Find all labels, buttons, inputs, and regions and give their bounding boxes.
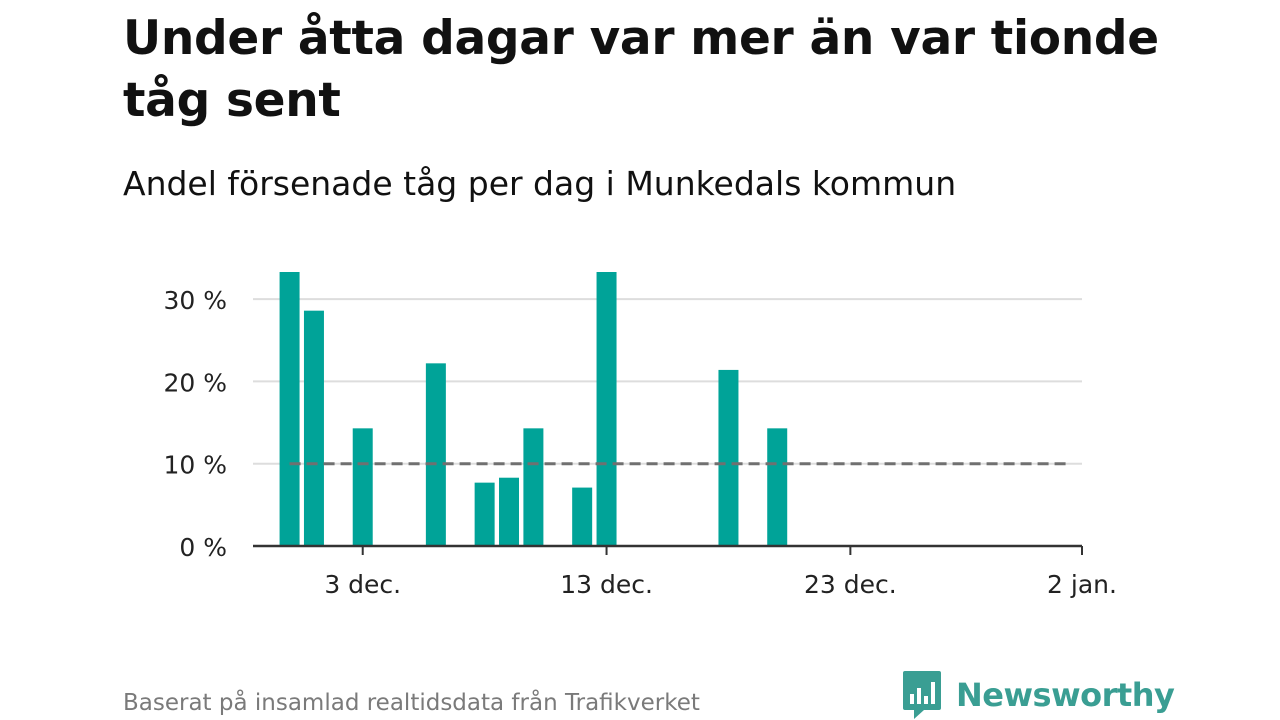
x-tick-label: 13 dec. xyxy=(560,570,653,599)
y-tick-label: 30 % xyxy=(163,286,227,315)
x-tick-label: 23 dec. xyxy=(804,570,897,599)
bar xyxy=(474,482,495,546)
x-tick-label: 2 jan. xyxy=(1047,570,1117,599)
bar xyxy=(767,428,788,546)
bar xyxy=(425,363,446,546)
bar xyxy=(279,272,300,546)
bar xyxy=(596,272,617,546)
bars xyxy=(279,272,788,546)
chart-title: Under åtta dagar var mer än var tionde t… xyxy=(123,11,1159,128)
brand-logo[interactable]: Newsworthy xyxy=(902,670,1175,720)
tick-labels: 0 % 10 % 20 % 30 % 3 dec. 13 dec. 23 dec. 2 jan… xyxy=(163,286,1116,599)
gridlines xyxy=(253,298,1082,465)
y-tick-label: 10 % xyxy=(163,451,227,480)
bar xyxy=(572,487,593,546)
bar xyxy=(352,428,373,546)
bar xyxy=(523,428,544,546)
source-note: Baserat på insamlad realtidsdata från Tr… xyxy=(123,690,700,716)
y-tick-label: 20 % xyxy=(163,368,227,397)
newsworthy-logo-icon xyxy=(903,671,941,719)
bar xyxy=(303,310,324,546)
bar xyxy=(718,369,739,546)
axes xyxy=(253,544,1083,555)
bar-chart: 0 % 10 % 20 % 30 % 3 dec. 13 dec. 23 dec. 2 jan… xyxy=(163,272,1117,599)
chart-subtitle: Andel försenade tåg per dag i Munkedals … xyxy=(123,164,957,203)
bar xyxy=(499,477,520,546)
y-tick-label: 0 % xyxy=(179,533,227,562)
brand-name[interactable]: Newsworthy xyxy=(956,676,1175,714)
x-tick-label: 3 dec. xyxy=(324,570,401,599)
